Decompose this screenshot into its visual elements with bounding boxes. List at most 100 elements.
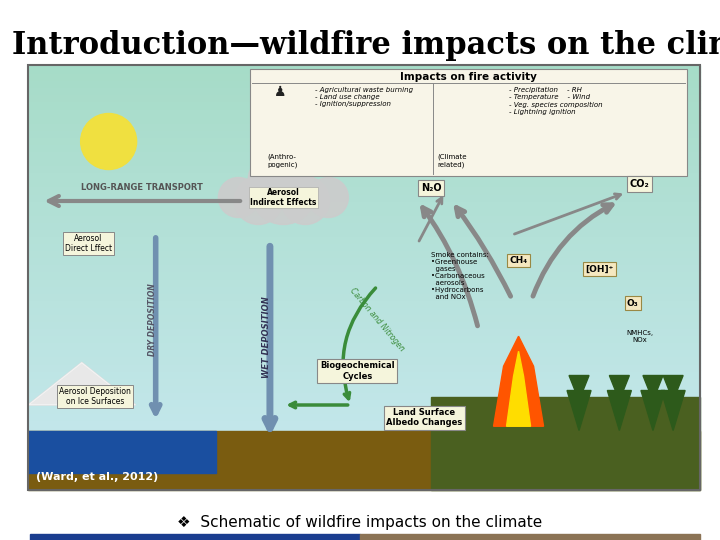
Bar [28,100,700,107]
Bar [28,430,700,490]
Polygon shape [608,390,631,430]
Bar [28,150,700,157]
Bar [28,320,700,327]
Polygon shape [661,390,685,430]
Polygon shape [643,375,663,401]
Bar [28,476,700,483]
Bar [28,207,700,214]
Bar [28,93,700,100]
Bar [28,430,216,473]
Bar [28,178,700,185]
Bar [28,79,700,86]
Bar [28,192,700,200]
Bar [28,348,700,355]
Circle shape [235,177,282,225]
Bar [28,271,700,278]
Circle shape [282,177,329,225]
Bar [28,136,700,143]
Bar [28,72,700,79]
Bar [28,221,700,228]
Bar [28,419,700,426]
Polygon shape [663,375,683,401]
Polygon shape [28,362,135,405]
Polygon shape [494,336,544,426]
Text: N₂O: N₂O [421,183,441,193]
Circle shape [308,178,348,218]
Bar [28,448,700,455]
Bar [28,313,700,320]
Text: WET DEPOSITION: WET DEPOSITION [262,296,271,378]
Circle shape [248,159,288,199]
Bar [28,256,700,264]
Bar [28,143,700,150]
Bar [250,69,687,176]
Bar [28,334,700,341]
Bar [28,362,700,369]
Text: - Precipitation    - RH
- Temperature    - Wind
- Veg. species composition
- Lig: - Precipitation - RH - Temperature - Win… [509,87,603,115]
Text: Aerosol
Indirect Effects: Aerosol Indirect Effects [250,188,317,207]
Polygon shape [28,362,135,405]
Polygon shape [641,390,665,430]
Bar [28,398,700,405]
Bar [28,369,700,377]
Bar [28,129,700,136]
Text: - Agricultural waste burning
- Land use change
- Ignition/suppression: - Agricultural waste burning - Land use … [315,87,413,107]
Bar [28,462,700,469]
Bar [28,249,700,256]
Bar [28,483,700,490]
Bar [28,299,700,306]
Bar [28,391,700,398]
Bar [28,426,700,433]
Circle shape [274,159,313,199]
Text: O₃: O₃ [627,299,639,307]
Circle shape [81,113,137,170]
Text: LONG-RANGE TRANSPORT: LONG-RANGE TRANSPORT [81,184,203,192]
Bar [28,285,700,292]
Circle shape [251,160,315,225]
Bar [28,164,700,171]
Bar [28,228,700,235]
Polygon shape [569,375,589,401]
Bar [28,65,700,72]
Bar [28,214,700,221]
Text: Impacts on fire activity: Impacts on fire activity [400,72,536,82]
Bar [28,355,700,362]
Text: CO₂: CO₂ [630,179,649,189]
Text: Smoke contains:
•Greenhouse
  gases
•Carbonaceous
  aerosols
•Hydrocarbons
  and: Smoke contains: •Greenhouse gases •Carbo… [431,252,489,300]
Bar [28,171,700,178]
Bar [28,405,700,412]
Bar [28,327,700,334]
Text: Introduction—wildfire impacts on the climate: Introduction—wildfire impacts on the cli… [12,30,720,61]
Bar [28,86,700,93]
Bar [431,396,700,490]
Bar [28,377,700,384]
Text: DRY DEPOSITION: DRY DEPOSITION [148,284,157,356]
Bar [28,306,700,313]
Text: NMHCs,
NOx: NMHCs, NOx [626,330,653,343]
Bar [28,122,700,129]
Text: Biogeochemical
Cycles: Biogeochemical Cycles [320,361,395,381]
Bar [28,107,700,114]
Bar [28,235,700,242]
Text: (Climate
related): (Climate related) [437,153,467,167]
Bar [28,185,700,192]
Bar [28,469,700,476]
Bar [360,534,700,540]
Bar [28,341,700,348]
Bar [28,455,700,462]
Text: [OH]⁺: [OH]⁺ [585,265,613,273]
Text: ❖  Schematic of wildfire impacts on the climate: ❖ Schematic of wildfire impacts on the c… [177,515,543,530]
Bar [28,441,700,448]
Bar [28,157,700,164]
Bar [28,242,700,249]
Polygon shape [567,390,591,430]
Polygon shape [507,351,531,426]
Bar [28,292,700,299]
Bar [28,264,700,271]
Text: CH₄: CH₄ [510,256,528,265]
Text: Land Surface
Albedo Changes: Land Surface Albedo Changes [387,408,463,428]
Text: Aerosol Deposition
on Ice Surfaces: Aerosol Deposition on Ice Surfaces [59,387,131,406]
Bar [28,278,700,285]
Bar [28,114,700,122]
Circle shape [218,178,258,218]
